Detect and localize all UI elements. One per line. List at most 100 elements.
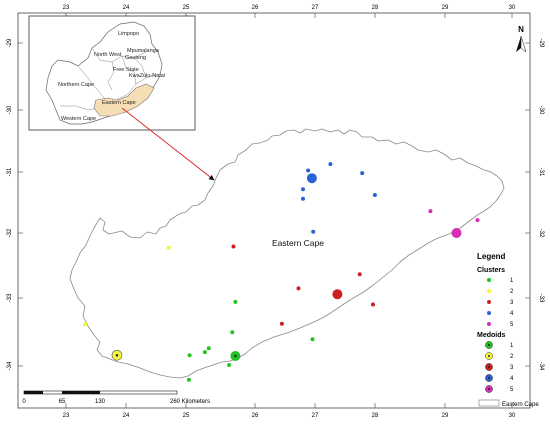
inset-label-mpumalanga: Mpumalanga [127,48,160,54]
top-tick-label: 28 [372,5,379,11]
north-arrow-icon [516,36,521,52]
cluster-2-point [83,322,88,327]
cluster-points-layer [83,162,480,382]
scale-label: 0 [22,399,26,405]
top-tick-label: 23 [63,5,70,11]
legend-cluster-row: 5 [487,322,514,328]
right-tick-label: -31 [538,168,544,177]
inset-label-limpopo: Limpopo [118,31,139,37]
bottom-tick-label: 26 [252,413,259,419]
top-tick-label: 26 [252,5,259,11]
cluster-4-point [301,196,305,201]
legend-medoid-label: 2 [510,354,514,360]
legend-medoid-row: 1 [485,341,514,349]
legend-cluster-label: 4 [510,311,514,317]
top-tick-label: 25 [183,5,190,11]
inset-label-northern-cape: Northern Cape [58,82,94,88]
cluster-3-point [357,272,362,277]
inset-label-western-cape: Western Cape [61,116,96,122]
legend-boundary-label: Eastern Cape [502,402,539,408]
legend-medoids: 1 2 3 4 5 [485,341,514,393]
legend-cluster-row: 1 [487,278,514,284]
left-tick-label: -33 [7,293,13,302]
inset-label-free-state: Free State [113,67,139,73]
north-arrow: N [516,25,527,53]
bottom-tick-label: 28 [372,413,379,419]
left-tick-label: -30 [7,105,13,114]
medoid-1 [230,351,241,361]
legend-clusters-title: Clusters [477,267,505,274]
legend-cluster-swatch [487,289,491,293]
right-axis-ticks: -29 -30 -31 -32 -33 -34 [525,39,544,371]
left-tick-label: -31 [7,167,13,176]
eastern-cape-boundary [69,128,505,379]
cluster-4-point [301,187,305,192]
medoid-4 [306,173,317,184]
scale-label: 130 [95,399,106,405]
cluster-1-point [230,330,235,335]
legend-cluster-label: 1 [510,278,514,284]
cluster-4-point [328,162,333,167]
inset-label-gauteng: Gauteng [125,55,146,61]
cluster-4-point [311,229,316,234]
legend-medoid-row: 5 [485,385,514,393]
cluster-1-point [202,350,207,355]
cluster-3-point [231,244,236,249]
legend-medoid-row: 2 [485,352,514,360]
bottom-tick-label: 24 [123,413,130,419]
legend-medoid-label: 5 [510,387,514,393]
top-tick-label: 30 [509,5,516,11]
medoid-points-layer [111,173,462,361]
left-tick-label: -29 [7,38,13,47]
legend-cluster-label: 2 [510,289,514,295]
legend-medoid-row: 4 [485,374,514,382]
region-label: Eastern Cape [272,238,324,248]
legend-medoid-label: 1 [510,343,514,349]
legend-cluster-label: 5 [510,322,514,328]
cluster-1-point [187,353,192,358]
legend-medoids-title: Medoids [477,332,505,339]
cluster-5-point [475,218,480,223]
medoid-2 [111,349,123,361]
cluster-5-point [428,209,433,214]
legend-medoid-label: 4 [510,376,514,382]
cluster-3-point [296,286,301,291]
province-border [121,55,137,85]
inset-label-kwazulu-natal: KwaZulu-Natal [129,73,165,79]
cluster-1-point [227,363,232,367]
province-border [60,105,99,111]
inset-eastern-cape-highlight [93,83,155,117]
legend-cluster-swatch [487,278,491,282]
top-tick-label: 24 [123,5,130,11]
medoid-3 [332,289,343,300]
cluster-4-point [360,171,365,176]
legend-boundary-swatch [478,399,500,407]
legend-cluster-swatch [487,311,491,315]
scale-label: 65 [59,399,66,405]
bottom-tick-label: 27 [312,413,319,419]
bottom-tick-label: 25 [183,413,190,419]
legend-cluster-row: 2 [487,289,514,295]
legend-clusters: 1 2 3 4 5 [487,278,514,328]
right-tick-label: -30 [538,106,544,115]
medoid-5 [451,228,462,238]
inset-map: Limpopo North West Mpumalanga Gauteng Fr… [28,15,196,131]
scale-label: 260 Kilometers [170,399,210,405]
inset-pointer-arrow [121,107,215,181]
cluster-3-point [371,302,375,307]
left-axis-ticks: -29 -30 -31 -32 -33 -34 [7,38,23,370]
legend-cluster-row: 3 [487,300,514,306]
right-tick-label: -32 [538,229,544,238]
cluster-1-point [186,377,191,382]
bottom-axis-ticks: 23 24 25 26 27 28 29 30 [63,403,516,419]
legend-cluster-swatch [487,322,491,326]
top-tick-label: 29 [442,5,449,11]
cluster-2-point [166,245,171,250]
cluster-1-point [310,337,315,342]
cluster-3-point [279,321,284,326]
legend-cluster-swatch [487,300,491,304]
legend-cluster-label: 3 [510,300,514,306]
cluster-4-point [372,193,377,197]
province-border [133,57,147,79]
